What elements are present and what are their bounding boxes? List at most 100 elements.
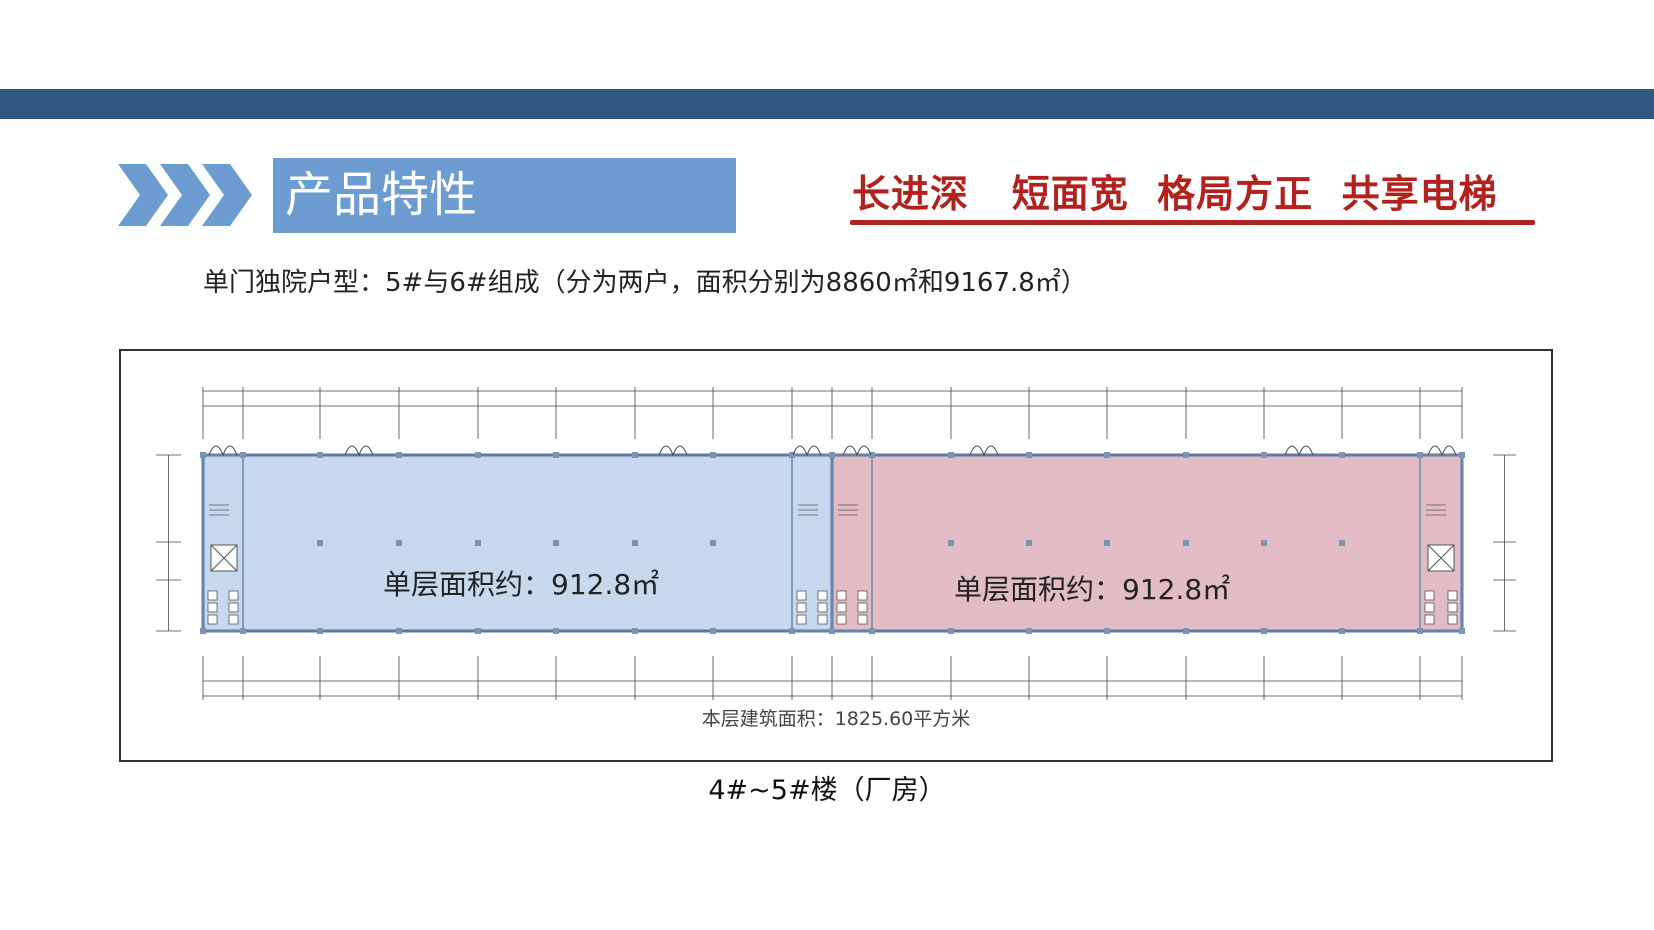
column <box>475 452 481 458</box>
column <box>317 628 323 634</box>
stair <box>798 504 818 516</box>
column <box>553 628 559 634</box>
column <box>200 628 206 634</box>
toilet-fixture <box>817 614 828 625</box>
column <box>240 628 246 634</box>
column <box>317 452 323 458</box>
toilet-fixture <box>817 590 828 601</box>
toilet-fixture <box>836 590 847 601</box>
elevator <box>210 544 238 572</box>
stair <box>209 504 229 516</box>
stair <box>838 504 858 516</box>
toilet-fixture <box>796 614 807 625</box>
toilet-fixture <box>228 590 239 601</box>
column <box>1261 452 1267 458</box>
column <box>240 452 246 458</box>
column <box>1261 540 1267 546</box>
column <box>948 540 954 546</box>
elevator <box>1427 544 1455 572</box>
column <box>1026 628 1032 634</box>
column <box>317 540 323 546</box>
column <box>632 628 638 634</box>
column <box>829 452 835 458</box>
column <box>396 540 402 546</box>
column <box>948 452 954 458</box>
column <box>829 628 835 634</box>
toilet-fixture <box>1424 590 1435 601</box>
toilet-fixture <box>1424 614 1435 625</box>
column <box>1417 628 1423 634</box>
service-core <box>831 454 873 632</box>
toilet-fixture <box>836 614 847 625</box>
column <box>396 628 402 634</box>
toilet-fixture <box>228 602 239 613</box>
column <box>1459 628 1465 634</box>
column <box>1104 452 1110 458</box>
column <box>789 452 795 458</box>
column <box>948 628 954 634</box>
toilet-fixture <box>1447 602 1458 613</box>
column <box>1026 452 1032 458</box>
column <box>869 452 875 458</box>
door-swing <box>208 445 238 457</box>
toilet-fixture <box>1424 602 1435 613</box>
column <box>710 540 716 546</box>
column <box>553 540 559 546</box>
column <box>1339 540 1345 546</box>
column <box>1183 628 1189 634</box>
toilet-fixture <box>817 602 828 613</box>
column <box>396 452 402 458</box>
toilet-fixture <box>836 602 847 613</box>
column <box>1459 452 1465 458</box>
subtitle: 单门独院户型：5#与6#组成（分为两户，面积分别为8860㎡和9167.8㎡） <box>203 268 1087 298</box>
toilet-fixture <box>857 614 868 625</box>
door-swing <box>1427 445 1457 457</box>
total-floor-area: 本层建筑面积：1825.60平方米 <box>701 708 971 730</box>
toilet-fixture <box>796 602 807 613</box>
column <box>1261 628 1267 634</box>
toilet-fixture <box>207 614 218 625</box>
column <box>475 628 481 634</box>
column <box>632 540 638 546</box>
toilet-fixture <box>796 590 807 601</box>
column <box>789 628 795 634</box>
section-title-box: 产品特性 <box>273 158 736 233</box>
toilet-fixture <box>1447 590 1458 601</box>
column <box>1339 452 1345 458</box>
door-swing <box>842 445 872 457</box>
column <box>553 452 559 458</box>
top-banner-bar <box>0 89 1654 119</box>
column <box>475 540 481 546</box>
column <box>632 452 638 458</box>
triple-chevron-icon <box>118 164 252 226</box>
left-unit-area: 单层面积约：912.8㎡ <box>383 568 660 601</box>
door-swing <box>792 445 822 457</box>
toilet-fixture <box>857 602 868 613</box>
door-swing <box>969 445 999 457</box>
right-unit-room <box>830 453 1464 633</box>
toilet-fixture <box>1447 614 1458 625</box>
floorplan-frame: 单层面积约：912.8㎡ 单层面积约：912.8㎡ 本层建筑面积：1825.60… <box>119 349 1553 762</box>
door-swing <box>658 445 688 457</box>
column <box>1417 452 1423 458</box>
service-core <box>1419 454 1463 632</box>
toilet-fixture <box>207 590 218 601</box>
column <box>1183 540 1189 546</box>
toilet-fixture <box>857 590 868 601</box>
slogan-underline <box>850 220 1535 225</box>
building-caption: 4#~5#楼（厂房） <box>708 775 946 806</box>
door-swing <box>1284 445 1314 457</box>
column <box>869 628 875 634</box>
toilet-fixture <box>228 614 239 625</box>
door-swing <box>344 445 374 457</box>
floorplan-drawing <box>156 387 1516 700</box>
right-unit-area: 单层面积约：912.8㎡ <box>954 573 1231 606</box>
column <box>200 452 206 458</box>
section-title: 产品特性 <box>285 167 478 223</box>
column <box>710 452 716 458</box>
column <box>710 628 716 634</box>
stair <box>1426 504 1446 516</box>
column <box>1339 628 1345 634</box>
column <box>1104 628 1110 634</box>
column <box>1104 540 1110 546</box>
